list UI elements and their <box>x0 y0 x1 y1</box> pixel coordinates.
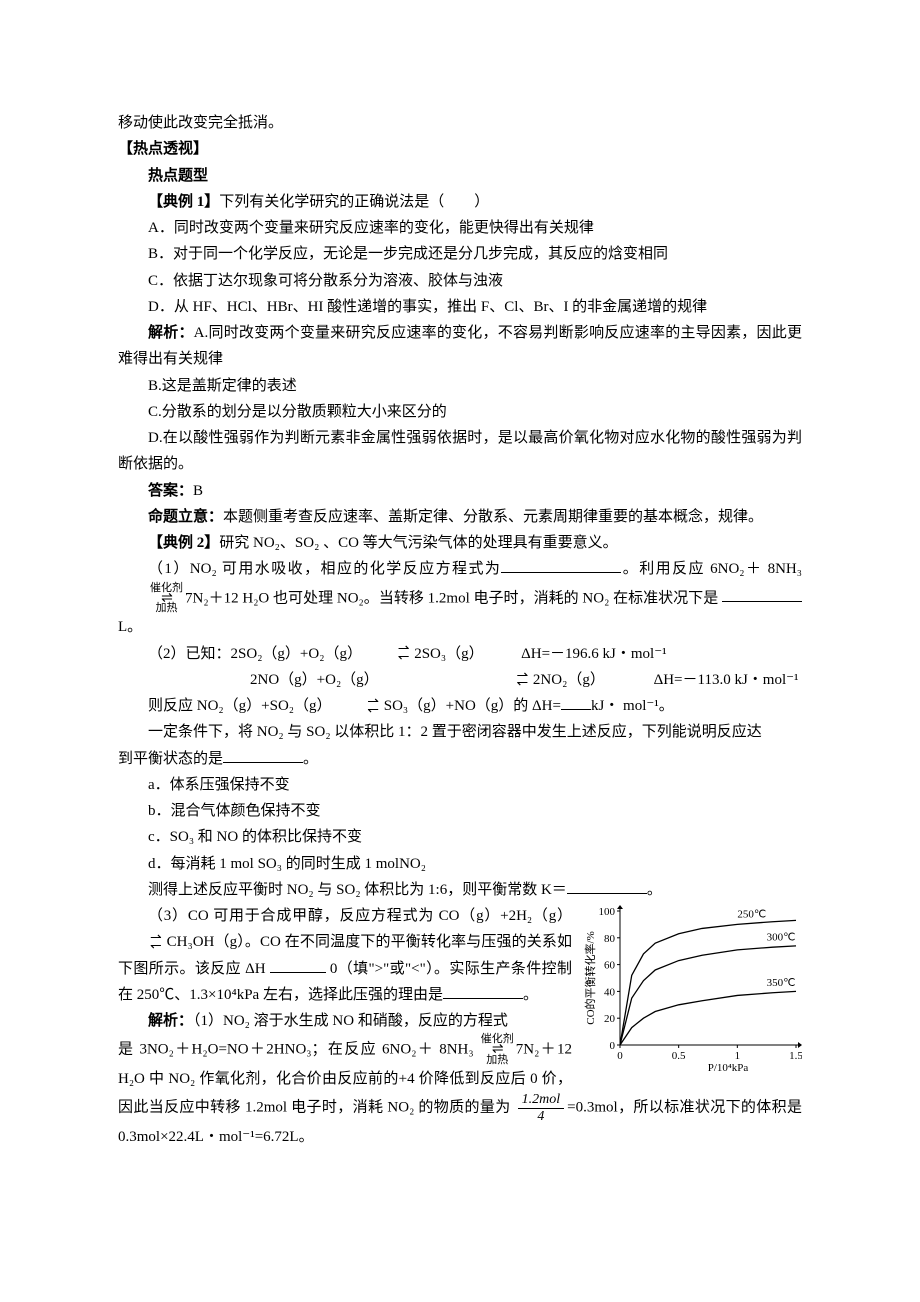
svg-text:20: 20 <box>604 1013 616 1025</box>
eq2-left: 2NO（g）+O₂（g） <box>250 672 379 688</box>
ex1-intent-text: 本题侧重考查反应速率、盖斯定律、分散系、元素周期律重要的基本概念，规律。 <box>223 509 763 525</box>
ex1-stem-text: 下列有关化学研究的正确说法是（ ） <box>219 194 489 210</box>
ex2-stem-text: 研究 NO₂、SO₂ 、CO 等大气污染气体的处理具有重要意义。 <box>219 535 617 551</box>
ex1-ans-b: B.这是盖斯定律的表述 <box>118 373 802 399</box>
ex1-answer-line: 答案：B <box>118 478 802 504</box>
known-label: （2）已知： <box>148 646 231 662</box>
ex2-p2-eq1: （2）已知：2SO₂（g）+O₂（g） ⇀↽ 2SO₃（g） ΔH=－196.6… <box>118 641 802 667</box>
ex2-p1: （1）NO₂ 可用水吸收，相应的化学反应方程式为 。利用反应 6NO₂＋ 8NH₃… <box>118 556 802 640</box>
svg-text:250℃: 250℃ <box>737 909 766 921</box>
ex2-p1b: 。利用反应 6NO₂＋ 8NH₃ <box>621 561 802 577</box>
ex1-answer: B <box>193 483 203 499</box>
eq2-right: 2NO₂（g） <box>533 672 605 688</box>
svg-text:350℃: 350℃ <box>767 977 796 989</box>
ex1-stem: 【典例 1】下列有关化学研究的正确说法是（ ） <box>118 189 802 215</box>
svg-text:1.5: 1.5 <box>789 1050 802 1062</box>
ex2-cond: 一定条件下，将 NO₂ 与 SO₂ 以体积比 1：2 置于密闭容器中发生上述反应… <box>118 719 802 745</box>
ex1-ans-c: C.分散系的划分是以分散质颗粒大小来区分的 <box>118 399 802 425</box>
eq3-right: SO₃（g）+NO（g）的 ΔH= <box>384 698 561 714</box>
eq3-unit: kJ・ mol⁻¹。 <box>591 698 674 714</box>
opt-d: d．每消耗 1 mol SO₃ 的同时生成 1 molNO₂ <box>118 851 802 877</box>
conversion-chart: 0 20 40 60 80 100 0 0.5 1 1.5 CO的平衡转化率/% P/10⁴kPa 25… <box>582 903 802 1073</box>
ex2-K: 测得上述反应平衡时 NO₂ 与 SO₂ 体积比为 1:6，则平衡常数 K＝。 <box>118 877 802 903</box>
intent-label: 命题立意： <box>148 509 223 525</box>
section-header-hot: 【热点透视】 <box>118 136 802 162</box>
blank <box>270 957 326 973</box>
blank <box>223 747 303 763</box>
ex1-ans-d: D.在以酸性强弱作为判断元素非金属性强弱依据时，是以最高价氧化物对应水化物的酸性… <box>118 425 802 478</box>
opt-c: c．SO₃ 和 NO 的体积比保持不变 <box>118 824 802 850</box>
answer-label: 答案： <box>148 483 193 499</box>
stray-line: 移动使此改变完全抵消。 <box>118 110 802 136</box>
blank <box>443 983 523 999</box>
blank <box>561 694 591 710</box>
section-header-type: 热点题型 <box>118 163 802 189</box>
svg-text:1: 1 <box>735 1050 741 1062</box>
eq3-intro: 则反应 NO₂（g）+SO₂（g） <box>148 698 332 714</box>
eq1-left: 2SO₂（g）+O₂（g） <box>231 646 362 662</box>
fraction: 1.2mol 4 <box>518 1092 565 1124</box>
opt-a: a．体系压强保持不变 <box>118 772 802 798</box>
svg-text:300℃: 300℃ <box>767 932 796 944</box>
opt-b: b．混合气体颜色保持不变 <box>118 798 802 824</box>
analysis-label: 解析： <box>148 325 194 341</box>
svg-text:P/10⁴kPa: P/10⁴kPa <box>708 1062 749 1073</box>
svg-text:100: 100 <box>599 906 616 918</box>
ex2-cond2: 到平衡状态的是。 <box>118 746 802 772</box>
ex2-p2-eq2: 2NO（g）+O₂（g） ⇀↽ 2NO₂（g） ΔH=－113.0 kJ・mol… <box>118 667 802 693</box>
analysis-label: 解析： <box>148 1013 193 1029</box>
ex1-opt-d: D．从 HF、HCl、HBr、HI 酸性递增的事实，推出 F、Cl、Br、I 的… <box>118 294 802 320</box>
p3d: 。 <box>523 987 538 1003</box>
svg-text:0.5: 0.5 <box>672 1050 686 1062</box>
blank <box>722 586 802 602</box>
eq1-right: 2SO₃（g） <box>414 646 483 662</box>
ex2-K-text: 测得上述反应平衡时 NO₂ 与 SO₂ 体积比为 1:6，则平衡常数 K＝ <box>148 882 567 898</box>
ex1-opt-c: C．依据丁达尔现象可将分散系分为溶液、胶体与浊液 <box>118 268 802 294</box>
equilibrium-arrow-icon: ⇀↽ <box>384 673 527 688</box>
svg-text:CO的平衡转化率/%: CO的平衡转化率/% <box>583 931 597 1025</box>
ex2-p1d: L。 <box>118 619 142 635</box>
ex1-opt-b: B．对于同一个化学反应，无论是一步完成还是分几步完成，其反应的焓变相同 <box>118 241 802 267</box>
equilibrium-arrow-icon: ⇀↽ <box>337 699 378 714</box>
ex1-analysis-a: 解析：A.同时改变两个变量来研究反应速率的变化，不容易判断影响反应速率的主导因素… <box>118 320 802 373</box>
catalyst-arrow-icon: 催化剂 ⇌ 加热 <box>120 583 183 615</box>
equilibrium-arrow-icon: ⇀↽ <box>368 646 409 661</box>
ex2-ans1a: （1）NO₂ 溶于水生成 NO 和硝酸，反应的方程式 <box>193 1013 508 1029</box>
fraction-den: 4 <box>518 1109 565 1124</box>
ex1-intent: 命题立意：本题侧重考查反应速率、盖斯定律、分散系、元素周期律重要的基本概念，规律… <box>118 504 802 530</box>
equilibrium-arrow-icon: ⇀↽ <box>120 935 161 950</box>
ex2-p2-eq3: 则反应 NO₂（g）+SO₂（g） ⇀↽ SO₃（g）+NO（g）的 ΔH= kJ… <box>118 693 802 719</box>
ex1-opt-a: A．同时改变两个变量来研究反应速率的变化，能更快得出有关规律 <box>118 215 802 241</box>
ex2-p1c: 7N₂＋12 H₂O 也可处理 NO₂。当转移 1.2mol 电子时，消耗的 N… <box>185 590 718 606</box>
svg-text:0: 0 <box>610 1040 616 1052</box>
ex2-stem: 【典例 2】研究 NO₂、SO₂ 、CO 等大气污染气体的处理具有重要意义。 <box>118 530 802 556</box>
ex2-cond2-text: 到平衡状态的是 <box>118 751 223 767</box>
blank <box>567 878 647 894</box>
svg-text:60: 60 <box>604 960 616 972</box>
ex1-label: 【典例 1】 <box>148 194 219 210</box>
ex1-ans-a: A.同时改变两个变量来研究反应速率的变化，不容易判断影响反应速率的主导因素，因此… <box>118 325 802 367</box>
ex2-label: 【典例 2】 <box>148 535 219 551</box>
blank <box>501 557 621 573</box>
ex2-ans1b: 是 3NO₂＋H₂O=NO＋2HNO₃；在反应 6NO₂＋ 8NH₃ <box>118 1042 474 1058</box>
svg-text:0: 0 <box>617 1050 623 1062</box>
eq1-dh: ΔH=－196.6 kJ・mol⁻¹ <box>521 646 667 662</box>
catalyst-arrow-icon: 催化剂 ⇌ 加热 <box>481 1034 514 1066</box>
eq2-dh: ΔH=－113.0 kJ・mol⁻¹ <box>654 672 799 688</box>
svg-text:40: 40 <box>604 986 616 998</box>
ex2-p1a: （1）NO₂ 可用水吸收，相应的化学反应方程式为 <box>148 561 501 577</box>
svg-text:80: 80 <box>604 933 616 945</box>
fraction-num: 1.2mol <box>518 1092 565 1108</box>
p3a: （3）CO 可用于合成甲醇，反应方程式为 CO（g）+2H₂（g） <box>148 908 572 924</box>
